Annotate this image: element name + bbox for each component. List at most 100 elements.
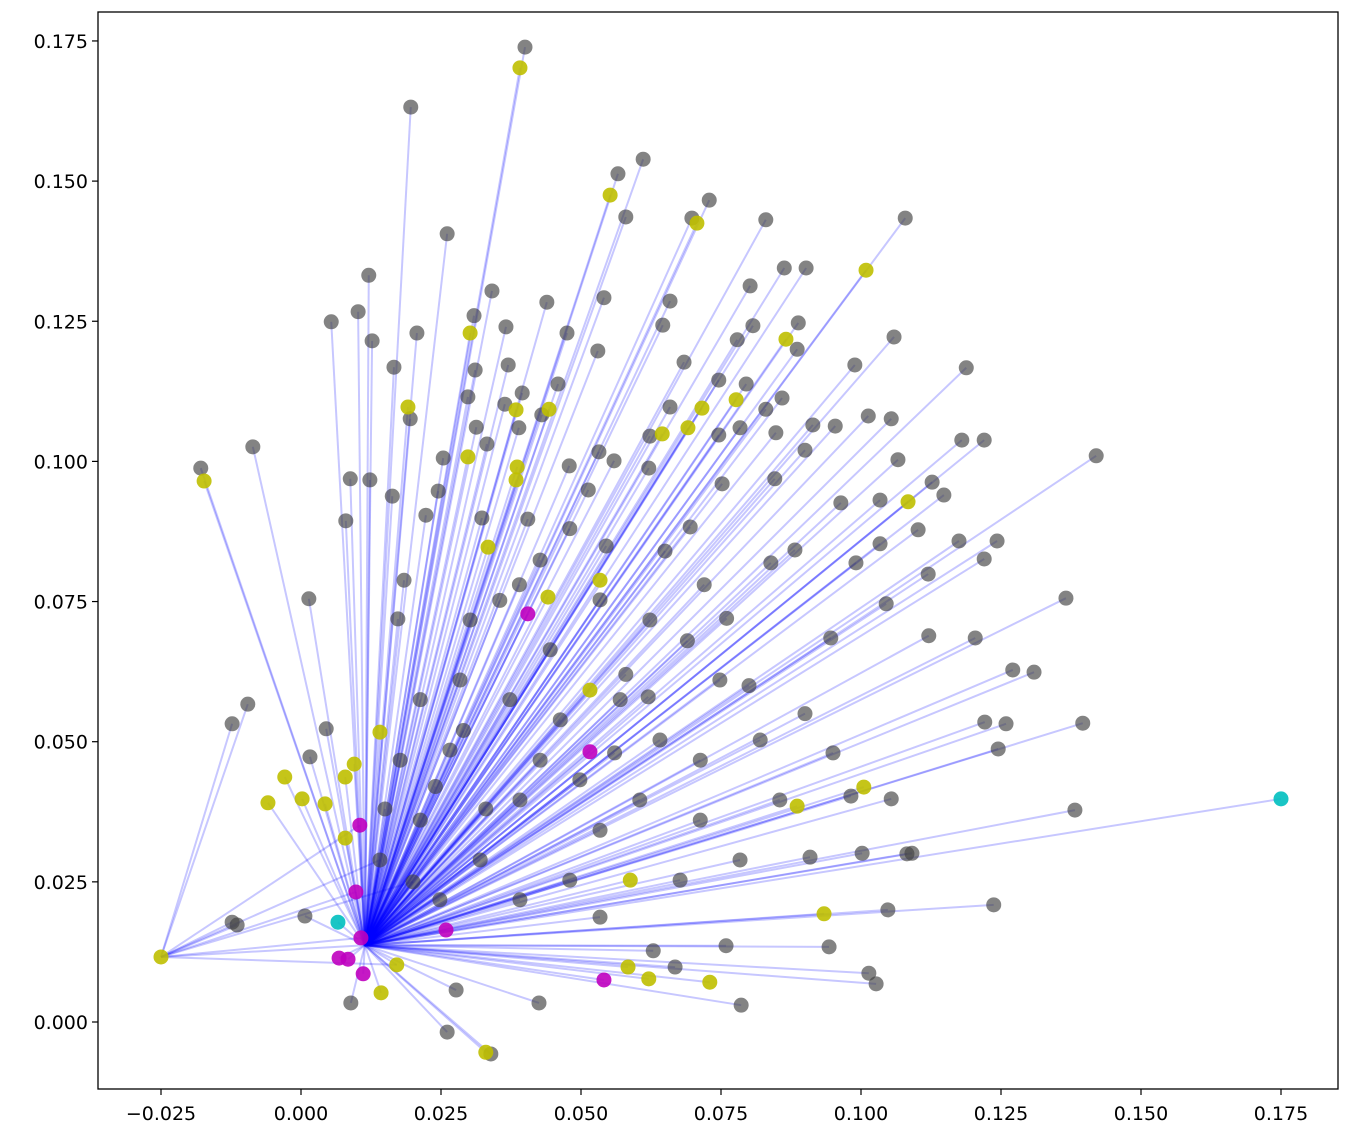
data-point: [435, 450, 451, 466]
connection-line: [364, 929, 447, 947]
data-point: [714, 476, 730, 492]
connection-line: [199, 467, 366, 946]
data-point: [967, 630, 983, 646]
connection-line: [364, 269, 867, 946]
data-point: [541, 401, 557, 417]
data-point: [797, 706, 813, 722]
connection-line: [364, 397, 783, 946]
data-point: [498, 319, 514, 335]
connection-line: [363, 649, 552, 946]
connection-line: [364, 617, 728, 946]
data-point: [797, 442, 813, 458]
data-point: [467, 362, 483, 378]
connection-line: [364, 944, 830, 948]
data-point: [478, 801, 494, 817]
data-point: [951, 533, 967, 549]
data-point: [438, 922, 454, 938]
data-point: [872, 536, 888, 552]
data-point: [843, 788, 859, 804]
connection-line: [364, 599, 601, 946]
connection-line: [251, 446, 366, 946]
data-point: [774, 390, 790, 406]
data-point: [479, 436, 495, 452]
data-point: [640, 689, 656, 705]
data-point: [480, 539, 496, 555]
data-point: [789, 341, 805, 357]
connection-line: [364, 879, 681, 947]
data-point: [294, 791, 310, 807]
data-point: [924, 474, 940, 490]
connection-line: [160, 723, 234, 958]
connection-line: [363, 679, 461, 946]
connection-line: [363, 332, 472, 946]
data-point: [921, 628, 937, 644]
data-point: [998, 716, 1014, 732]
connection-line: [349, 478, 366, 946]
connection-line: [364, 881, 414, 946]
data-point: [899, 846, 915, 862]
y-tick-label: 0.150: [34, 171, 88, 193]
connection-line: [363, 515, 427, 946]
connection-line: [160, 824, 361, 958]
data-point: [562, 521, 578, 537]
connection-line: [363, 819, 422, 946]
data-point: [848, 555, 864, 571]
data-point: [936, 487, 952, 503]
x-tick-label: 0.025: [414, 1103, 468, 1125]
data-point: [618, 209, 634, 225]
data-point: [468, 419, 484, 435]
connection-line: [364, 739, 761, 947]
data-point: [509, 459, 525, 475]
data-point: [860, 408, 876, 424]
x-tick-label: 0.125: [974, 1103, 1028, 1125]
data-point: [372, 852, 388, 868]
x-axis: −0.025 0.000 0.025 0.050 0.075 0.100 0.125 0.15…: [126, 1089, 1308, 1125]
data-point: [318, 721, 334, 737]
data-point: [355, 966, 371, 982]
data-point: [732, 852, 748, 868]
connection-line: [363, 364, 510, 946]
data-point: [508, 402, 524, 418]
connection-line: [363, 699, 422, 946]
data-point: [878, 596, 894, 612]
data-point: [657, 543, 673, 559]
data-point: [986, 897, 1002, 913]
data-point: [641, 460, 657, 476]
connection-line: [364, 425, 836, 946]
connection-line: [364, 689, 591, 946]
data-point: [872, 492, 888, 508]
data-point: [758, 401, 774, 417]
data-point: [823, 630, 839, 646]
connection-line: [301, 798, 366, 946]
data-point: [500, 357, 516, 373]
data-point: [384, 488, 400, 504]
data-point: [392, 752, 408, 768]
data-point: [492, 592, 508, 608]
connection-line: [364, 912, 825, 947]
data-point: [642, 428, 658, 444]
connection-line: [364, 809, 1076, 947]
connection-line: [363, 194, 612, 946]
data-point: [827, 418, 843, 434]
connection-line: [364, 944, 727, 947]
connection-line: [364, 671, 1035, 947]
connection-line: [363, 361, 685, 946]
data-point: [442, 742, 458, 758]
connection-line: [363, 158, 645, 946]
data-point: [452, 672, 468, 688]
connection-line: [364, 494, 945, 946]
connection-line: [364, 944, 629, 969]
connection-line: [364, 944, 605, 981]
data-point: [532, 552, 548, 568]
data-point: [592, 909, 608, 925]
data-point: [778, 331, 794, 347]
connection-line: [364, 916, 601, 947]
connection-line: [364, 944, 654, 952]
connection-line: [364, 795, 852, 947]
connection-line: [364, 698, 621, 946]
data-point: [868, 976, 884, 992]
connection-line: [364, 458, 899, 946]
connection-line: [363, 490, 440, 946]
data-point: [338, 513, 354, 529]
